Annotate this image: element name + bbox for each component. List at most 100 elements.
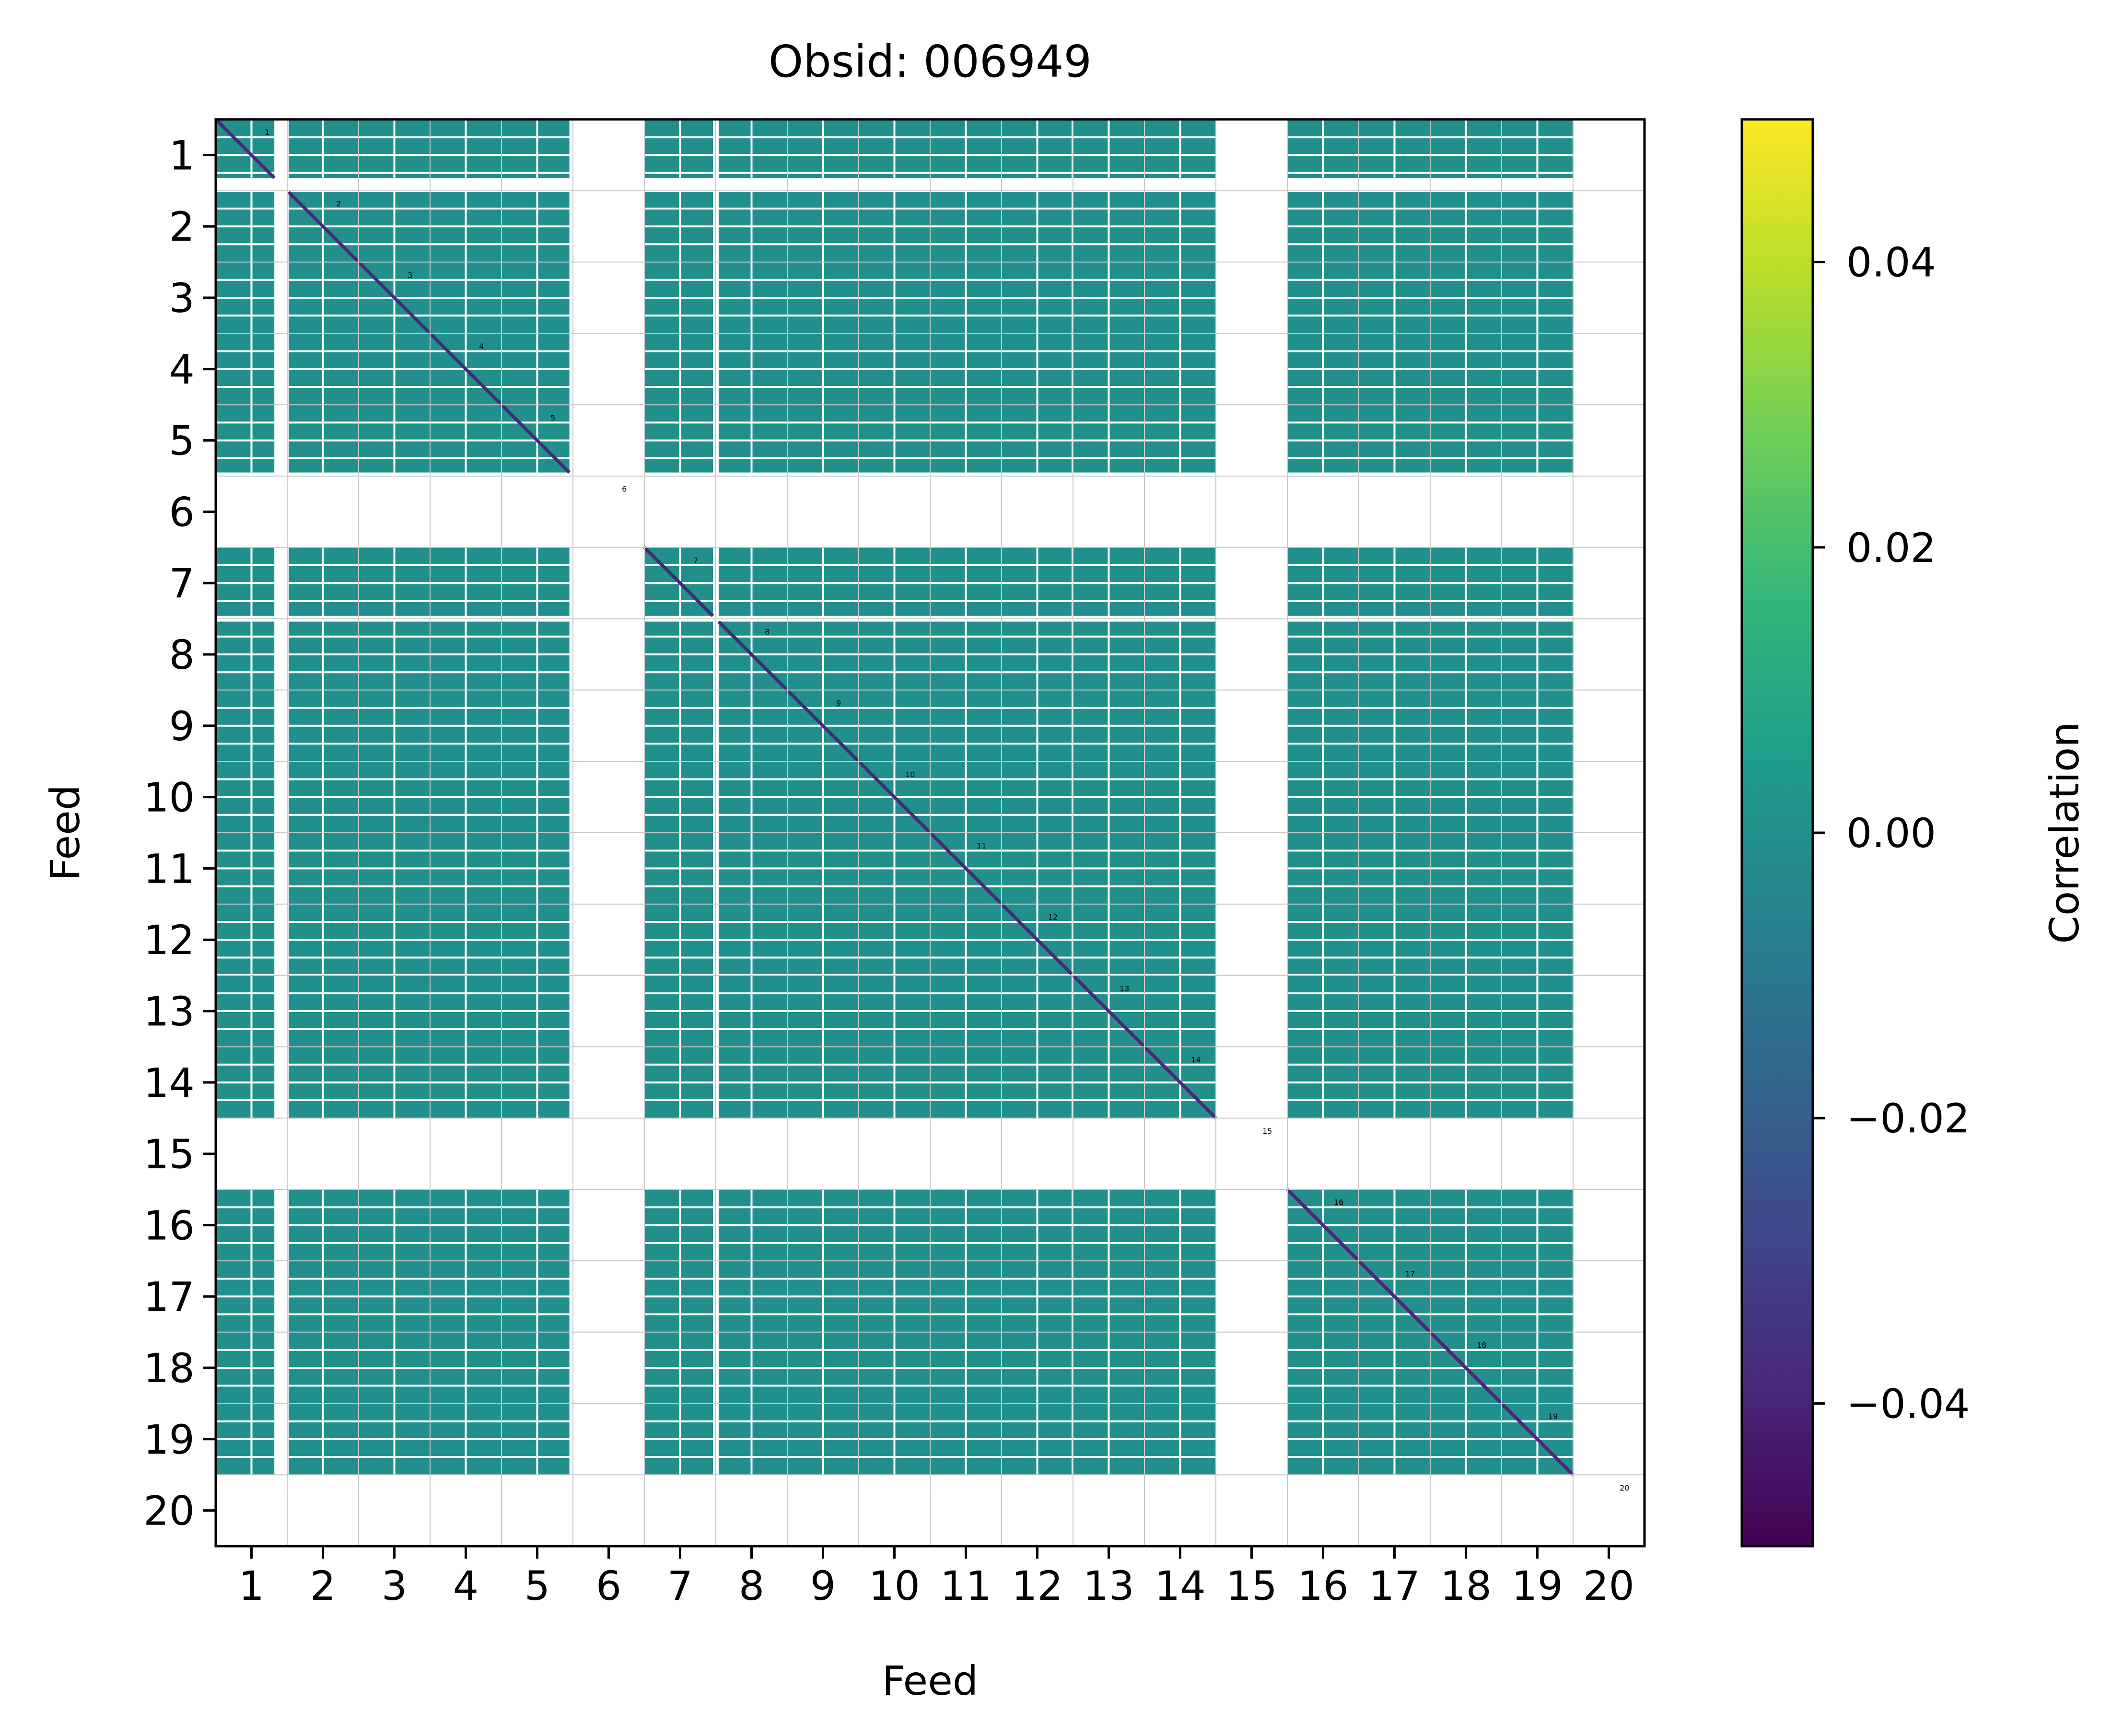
x-tick-label: 15	[1226, 1562, 1277, 1609]
x-tick-label: 7	[667, 1562, 693, 1609]
x-tick-label: 13	[1083, 1562, 1134, 1609]
heatmap-block	[502, 621, 570, 690]
diagonal-mark	[857, 760, 932, 834]
x-tick-label: 2	[310, 1562, 336, 1609]
diagonal-mark	[287, 191, 360, 264]
y-tick-label: 15	[143, 1131, 195, 1178]
heatmap-block	[216, 547, 275, 616]
colorbar-tick-label: −0.04	[1846, 1380, 1970, 1427]
diagonal-mark	[357, 261, 432, 335]
x-tick-label: 5	[525, 1562, 550, 1609]
colorbar-tick-label: 0.04	[1846, 239, 1936, 286]
x-axis-ticks: 1 2 3 4 5 6 7 8 9 10 11 12 13 14 15 16 17 18 19 20	[239, 1546, 1634, 1609]
heatmap-block	[718, 119, 787, 178]
heatmap-grid	[216, 119, 1644, 1546]
x-tick-label: 4	[453, 1562, 478, 1609]
heatmap-block	[216, 621, 275, 690]
x-tick-label: 9	[810, 1562, 836, 1609]
diagonal-label: 1	[265, 128, 269, 137]
diagonal-label: 20	[1620, 1483, 1629, 1492]
heatmap-cells	[216, 119, 1575, 1476]
diagonal-label: 5	[550, 413, 555, 422]
chart-title: Obsid: 006949	[769, 36, 1092, 87]
diagonal-mark	[717, 620, 789, 691]
y-axis-label: Feed	[42, 785, 89, 881]
y-tick-label: 1	[169, 132, 195, 179]
heatmap-block	[644, 405, 713, 473]
x-tick-label: 12	[1012, 1562, 1063, 1609]
heatmap-block	[502, 119, 570, 178]
y-tick-label: 19	[143, 1416, 195, 1463]
diagonal-label: 18	[1477, 1340, 1486, 1350]
x-tick-label: 6	[596, 1562, 621, 1609]
y-tick-label: 16	[143, 1202, 195, 1249]
diagonal-label: 15	[1262, 1127, 1272, 1136]
diagonal-label: 4	[479, 342, 484, 351]
heatmap-block	[502, 547, 570, 616]
y-tick-label: 11	[143, 845, 195, 892]
heatmap-block	[718, 547, 787, 616]
colorbar-tick-label: 0.00	[1846, 810, 1936, 857]
diagonal-mark	[1500, 1402, 1575, 1476]
colorbar-tick-label: 0.02	[1846, 524, 1936, 571]
plot-frame	[214, 118, 1646, 1548]
y-tick-label: 8	[169, 631, 195, 678]
x-tick-label: 1	[239, 1562, 264, 1609]
diagonal-label: 19	[1548, 1412, 1558, 1421]
diagonal-mark	[500, 403, 571, 474]
diagonal-label: 13	[1120, 984, 1129, 993]
diagonal-label: 8	[765, 627, 770, 636]
x-tick-label: 10	[869, 1562, 920, 1609]
y-tick-label: 20	[143, 1488, 195, 1535]
diagonal-label: 7	[693, 556, 698, 565]
y-tick-label: 2	[169, 203, 195, 250]
diagonal-mark	[929, 831, 1003, 906]
y-tick-label: 6	[169, 489, 195, 536]
diagonal-label: 3	[408, 270, 412, 280]
x-tick-label: 20	[1583, 1562, 1634, 1609]
y-tick-label: 14	[143, 1060, 195, 1107]
diagonal-mark	[643, 546, 714, 618]
y-tick-label: 3	[169, 275, 195, 322]
colorbar-ticks: 0.04 0.02 0.00 −0.02 −0.04	[1813, 239, 1970, 1427]
diagonal-label: 17	[1405, 1270, 1415, 1279]
heatmap-block	[644, 621, 713, 690]
diagonal-mark	[1286, 1188, 1360, 1262]
x-tick-label: 8	[739, 1562, 764, 1609]
y-tick-label: 4	[169, 346, 195, 393]
diagonal-mark	[1000, 903, 1073, 976]
y-tick-label: 13	[143, 988, 195, 1035]
y-tick-label: 7	[169, 560, 195, 607]
heatmap-block	[718, 405, 787, 473]
x-tick-label: 18	[1440, 1562, 1492, 1609]
diagonal-mark	[786, 688, 860, 763]
diagonal-mark	[216, 119, 276, 179]
x-tick-label: 3	[382, 1562, 407, 1609]
y-tick-label: 12	[143, 917, 195, 964]
colorbar	[1740, 118, 1814, 1548]
x-axis-label: Feed	[882, 1657, 978, 1704]
y-tick-label: 9	[169, 703, 195, 750]
x-tick-label: 14	[1155, 1562, 1206, 1609]
diagonal-mark	[1143, 1045, 1217, 1119]
colorbar-label: Correlation	[2041, 722, 2088, 944]
x-tick-label: 16	[1297, 1562, 1349, 1609]
colorbar-tick-label: −0.02	[1846, 1095, 1970, 1142]
y-tick-label: 5	[169, 418, 195, 465]
diagonal-label: 2	[336, 199, 341, 209]
diagonal-label: 16	[1334, 1198, 1343, 1207]
x-tick-label: 17	[1369, 1562, 1420, 1609]
y-tick-label: 17	[143, 1273, 195, 1320]
heatmap-block	[644, 119, 713, 178]
diagonal-label: 10	[905, 770, 915, 779]
y-tick-label: 10	[143, 774, 195, 821]
diagonal-mark	[1072, 974, 1146, 1048]
diagonal-label: 12	[1048, 913, 1058, 922]
heatmap-block	[216, 405, 275, 473]
y-tick-label: 18	[143, 1345, 195, 1392]
diagonal-mark	[1357, 1259, 1432, 1334]
diagonal-label: 11	[977, 841, 986, 851]
diagonal-label: 9	[836, 699, 841, 708]
